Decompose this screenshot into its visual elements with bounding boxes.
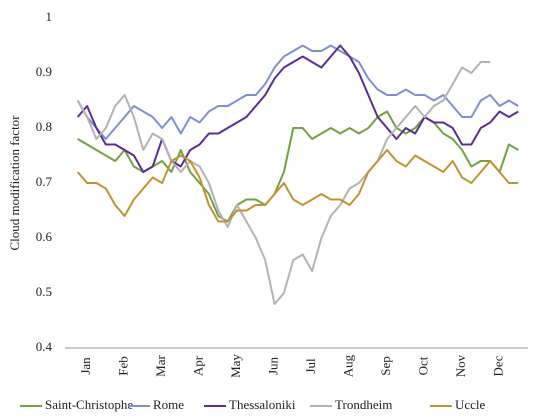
y-tick-label: 0.6	[36, 229, 53, 244]
x-tick-label: Mar	[153, 355, 168, 377]
x-tick-label: Nov	[453, 354, 468, 377]
legend-label: Thessaloniki	[229, 397, 296, 412]
x-tick-label: May	[228, 354, 243, 378]
series-line	[76, 61, 491, 305]
y-tick-label: 0.5	[36, 284, 52, 299]
x-tick-label: Feb	[116, 356, 131, 376]
x-tick-label: Jan	[78, 357, 93, 375]
y-tick-label: 0.4	[36, 339, 53, 354]
legend-label: Trondheim	[335, 397, 392, 412]
x-tick-label: Jun	[266, 356, 281, 375]
y-tick-label: 0.8	[36, 119, 52, 134]
y-tick-label: 0.9	[36, 64, 52, 79]
series-line	[76, 44, 519, 173]
y-axis-label: Cloud modification factor	[7, 115, 22, 251]
series-line	[76, 149, 519, 223]
y-tick-label: 1	[46, 9, 53, 24]
x-tick-label: Oct	[416, 356, 431, 375]
x-tick-label: Apr	[191, 355, 206, 376]
x-tick-label: Sep	[378, 356, 393, 376]
legend-label: Uccle	[455, 397, 486, 412]
x-tick-label: Jul	[303, 358, 318, 374]
y-tick-label: 0.7	[36, 174, 53, 189]
x-tick-label: Dec	[491, 355, 506, 376]
x-tick-label: Aug	[341, 354, 356, 377]
legend-label: Saint-Christophe	[45, 397, 133, 412]
legend-label: Rome	[153, 397, 184, 412]
